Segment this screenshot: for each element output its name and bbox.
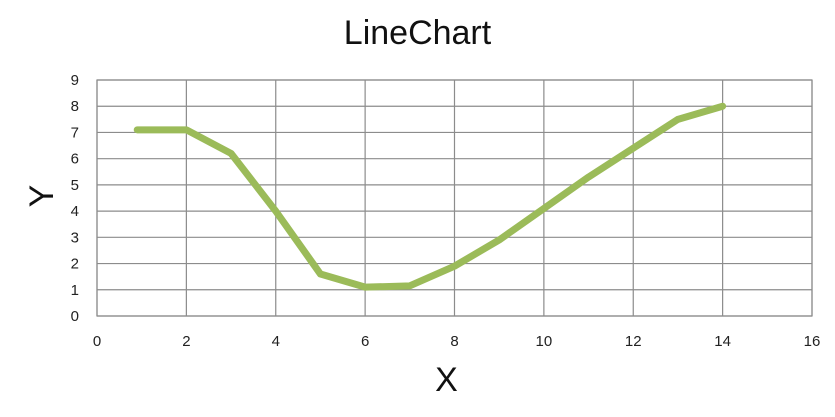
y-tick-label: 9 <box>71 72 79 89</box>
y-tick-label: 0 <box>71 308 79 325</box>
x-axis-ticks: 0 2 4 6 8 10 12 14 16 <box>93 333 821 350</box>
chart-title: LineChart <box>343 14 492 52</box>
data-point <box>498 239 500 241</box>
y-tick-label: 8 <box>71 98 79 115</box>
x-tick-label: 2 <box>182 333 190 350</box>
y-tick-label: 7 <box>71 124 79 141</box>
x-tick-label: 8 <box>450 333 458 350</box>
x-axis-title: X <box>435 361 458 399</box>
plot-frame <box>96 79 813 317</box>
y-tick-label: 6 <box>71 151 79 168</box>
series-group <box>133 102 727 291</box>
data-point <box>230 152 232 154</box>
series-line <box>133 102 727 291</box>
y-tick-label: 2 <box>71 256 79 273</box>
data-point <box>275 210 277 212</box>
data-point <box>136 129 138 131</box>
y-tick-label: 1 <box>71 282 79 299</box>
x-tick-label: 6 <box>361 333 369 350</box>
x-tick-label: 14 <box>714 333 731 350</box>
y-axis-ticks: 0 1 2 3 4 5 6 7 8 9 <box>71 72 79 325</box>
x-tick-label: 0 <box>93 333 101 350</box>
x-tick-label: 4 <box>272 333 280 350</box>
data-point <box>588 176 590 178</box>
data-point <box>722 105 724 107</box>
data-point <box>632 147 634 149</box>
data-point <box>454 265 455 267</box>
data-point <box>409 285 411 287</box>
x-tick-label: 12 <box>625 333 642 350</box>
y-tick-label: 4 <box>71 203 79 220</box>
data-point <box>319 273 321 275</box>
plot-border <box>96 79 813 317</box>
data-point <box>543 207 545 209</box>
x-tick-label: 10 <box>536 333 553 350</box>
y-tick-label: 3 <box>71 229 79 246</box>
data-point <box>677 118 679 120</box>
y-tick-label: 5 <box>71 177 79 194</box>
data-point <box>185 129 187 131</box>
y-axis-title: Y <box>23 185 61 208</box>
x-tick-label: 16 <box>804 333 821 350</box>
grid <box>96 79 813 317</box>
data-point <box>364 286 366 288</box>
